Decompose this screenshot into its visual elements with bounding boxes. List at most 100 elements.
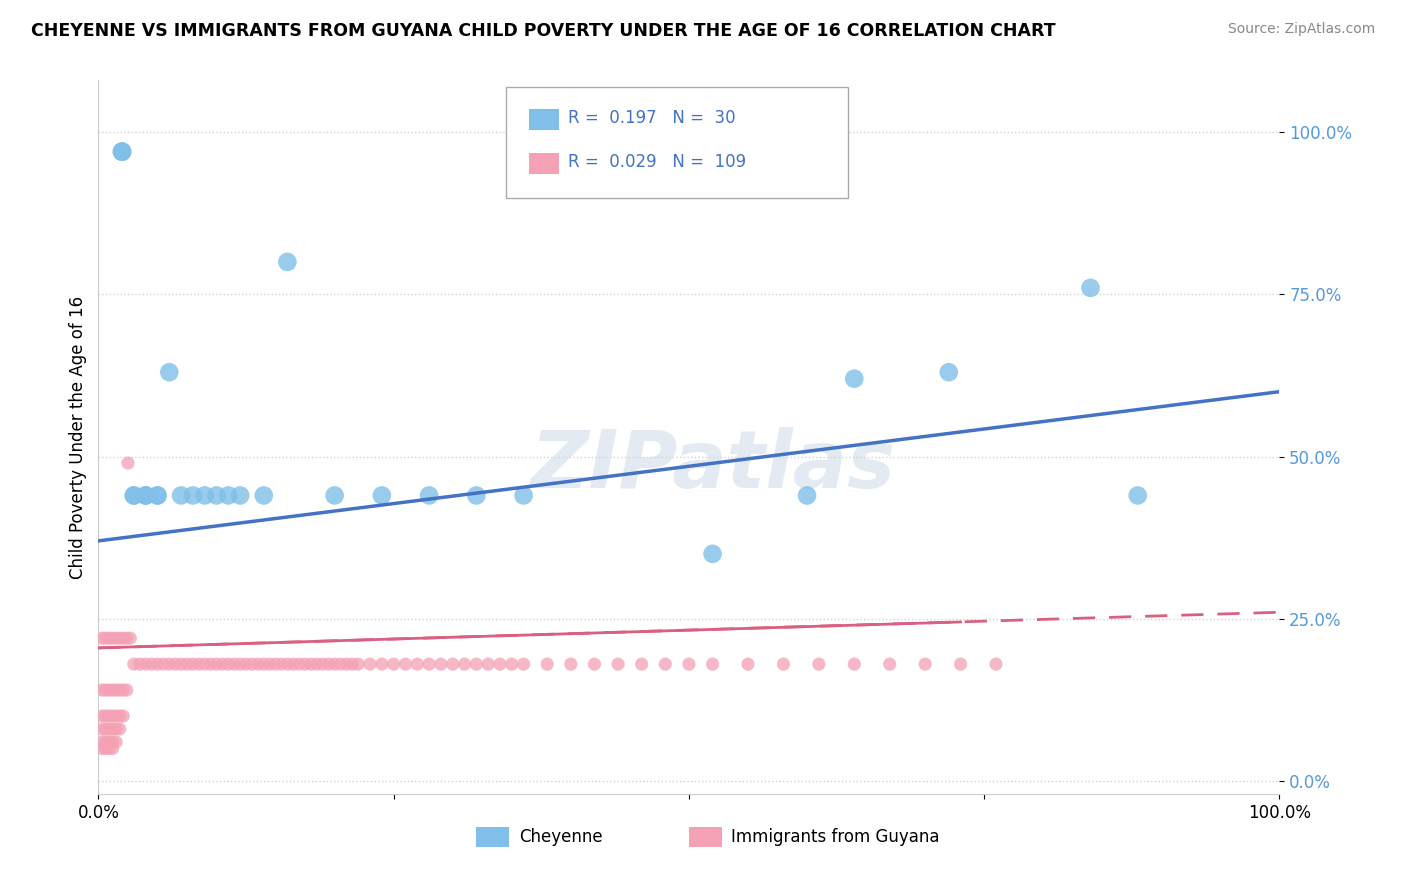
Point — [246, 657, 269, 672]
Point — [135, 488, 157, 502]
Point — [229, 657, 252, 672]
Point — [418, 657, 440, 672]
Point — [200, 657, 222, 672]
Point — [108, 709, 131, 723]
Point — [323, 488, 346, 502]
Point — [276, 255, 298, 269]
Point — [205, 488, 228, 502]
Point — [536, 657, 558, 672]
Point — [305, 657, 328, 672]
Point — [299, 657, 322, 672]
Point — [453, 657, 475, 672]
Point — [108, 683, 131, 698]
Point — [101, 735, 124, 749]
Point — [312, 657, 335, 672]
Point — [94, 683, 117, 698]
Point — [101, 631, 124, 645]
Point — [465, 488, 488, 502]
Point — [108, 722, 131, 736]
Point — [807, 657, 830, 672]
Point — [105, 683, 128, 698]
Point — [194, 657, 217, 672]
Point — [135, 488, 157, 502]
Point — [187, 657, 209, 672]
Point — [224, 657, 246, 672]
Point — [117, 456, 139, 470]
Point — [112, 683, 135, 698]
Text: Cheyenne: Cheyenne — [519, 828, 603, 846]
Point — [253, 488, 276, 502]
Point — [359, 657, 381, 672]
Point — [170, 488, 193, 502]
Point — [98, 683, 121, 698]
Point — [112, 631, 135, 645]
Point — [949, 657, 972, 672]
FancyBboxPatch shape — [530, 153, 560, 175]
Point — [654, 657, 676, 672]
Point — [91, 722, 114, 736]
Point — [141, 657, 163, 672]
Point — [323, 657, 346, 672]
Point — [678, 657, 700, 672]
Point — [276, 657, 298, 672]
Point — [217, 488, 239, 502]
Point — [176, 657, 198, 672]
Point — [101, 741, 124, 756]
Point — [270, 657, 292, 672]
Point — [105, 735, 128, 749]
Point — [512, 488, 534, 502]
Point — [844, 372, 866, 386]
Point — [98, 735, 121, 749]
Point — [607, 657, 630, 672]
Point — [101, 709, 124, 723]
Point — [418, 488, 440, 502]
Point — [105, 709, 128, 723]
Point — [98, 709, 121, 723]
Point — [152, 657, 174, 672]
Point — [253, 657, 276, 672]
Point — [181, 657, 204, 672]
Point — [94, 631, 117, 645]
Point — [105, 631, 128, 645]
Point — [146, 657, 169, 672]
Point — [501, 657, 523, 672]
Point — [217, 657, 239, 672]
Point — [94, 722, 117, 736]
Point — [283, 657, 305, 672]
Point — [111, 145, 134, 159]
Point — [135, 488, 157, 502]
Point — [371, 488, 394, 502]
Point — [382, 657, 405, 672]
Text: ZIPatlas: ZIPatlas — [530, 426, 896, 505]
Point — [235, 657, 257, 672]
Point — [91, 709, 114, 723]
Point — [115, 631, 138, 645]
Point — [844, 657, 866, 672]
Point — [211, 657, 233, 672]
FancyBboxPatch shape — [477, 828, 509, 847]
Point — [98, 741, 121, 756]
Point — [111, 145, 134, 159]
Point — [108, 631, 131, 645]
Point — [101, 683, 124, 698]
FancyBboxPatch shape — [506, 87, 848, 198]
Point — [122, 488, 145, 502]
Point — [146, 488, 169, 502]
Point — [879, 657, 901, 672]
Point — [394, 657, 416, 672]
Point — [318, 657, 340, 672]
Point — [94, 709, 117, 723]
Point — [91, 741, 114, 756]
Point — [112, 709, 135, 723]
Point — [914, 657, 936, 672]
Point — [181, 488, 204, 502]
Point — [371, 657, 394, 672]
Point — [288, 657, 311, 672]
Point — [98, 631, 121, 645]
Point — [335, 657, 357, 672]
Point — [294, 657, 316, 672]
Point — [205, 657, 228, 672]
Text: CHEYENNE VS IMMIGRANTS FROM GUYANA CHILD POVERTY UNDER THE AGE OF 16 CORRELATION: CHEYENNE VS IMMIGRANTS FROM GUYANA CHILD… — [31, 22, 1056, 40]
Point — [512, 657, 534, 672]
Text: Immigrants from Guyana: Immigrants from Guyana — [731, 828, 941, 846]
